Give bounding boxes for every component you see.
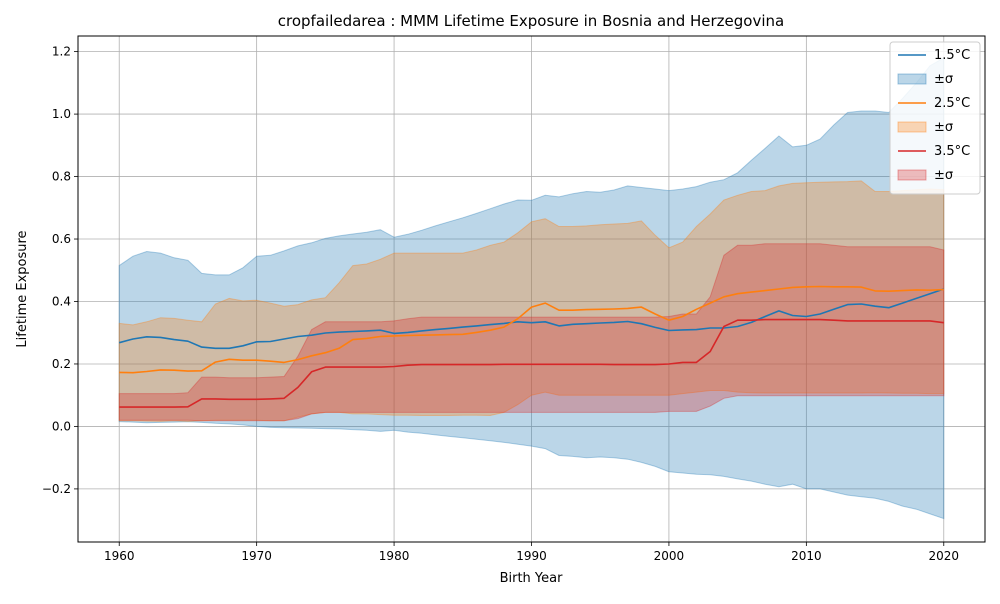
ticks: 1960 1970 1980 1990 2000 2010 2020 −0.2 0.0 0.2 0.… <box>42 45 959 563</box>
y-tick-label: 1.0 <box>52 107 71 121</box>
band-2.5°C <box>118 180 945 422</box>
x-tick-label: 1990 <box>516 549 547 563</box>
line-3.5°C <box>119 318 944 408</box>
x-axis-label: Birth Year <box>500 571 564 586</box>
x-tick-label: 2010 <box>791 549 822 563</box>
legend-label: 1.5°C <box>934 48 970 63</box>
band-1.5°C <box>118 57 945 520</box>
x-tick-label: 1960 <box>104 549 135 563</box>
y-tick-label: 0.6 <box>52 232 71 246</box>
y-tick-label: 0.8 <box>52 170 71 184</box>
legend-label: ±σ <box>934 120 953 135</box>
line-1.5°C <box>118 288 945 350</box>
legend: 1.5°C ±σ 2.5°C ±σ 3.5°C ±σ <box>889 41 981 195</box>
y-tick-label: 1.2 <box>52 45 71 59</box>
legend-label: 2.5°C <box>934 96 970 111</box>
y-axis-label: Lifetime Exposure <box>15 230 30 347</box>
y-tick-label: −0.2 <box>42 482 71 496</box>
y-tick-label: 0.4 <box>52 294 71 308</box>
x-tick-label: 1970 <box>241 549 272 563</box>
lines <box>118 285 945 408</box>
y-tick-label: 0.2 <box>52 357 71 371</box>
x-tick-label: 2020 <box>928 549 959 563</box>
legend-band-swatch <box>897 73 927 85</box>
band-3.5°C <box>118 243 945 422</box>
legend-label: ±σ <box>934 72 953 87</box>
chart-title: cropfailedarea : MMM Lifetime Exposure i… <box>278 12 784 30</box>
legend-band-swatch <box>897 169 927 181</box>
bands <box>118 57 945 520</box>
legend-label: ±σ <box>934 168 953 183</box>
legend-label: 3.5°C <box>934 144 970 159</box>
legend-box <box>889 41 981 195</box>
x-tick-label: 1980 <box>379 549 410 563</box>
y-tick-label: 0.0 <box>52 419 71 433</box>
x-tick-label: 2000 <box>654 549 685 563</box>
line-2.5°C <box>119 285 944 374</box>
legend-band-swatch <box>897 121 927 133</box>
